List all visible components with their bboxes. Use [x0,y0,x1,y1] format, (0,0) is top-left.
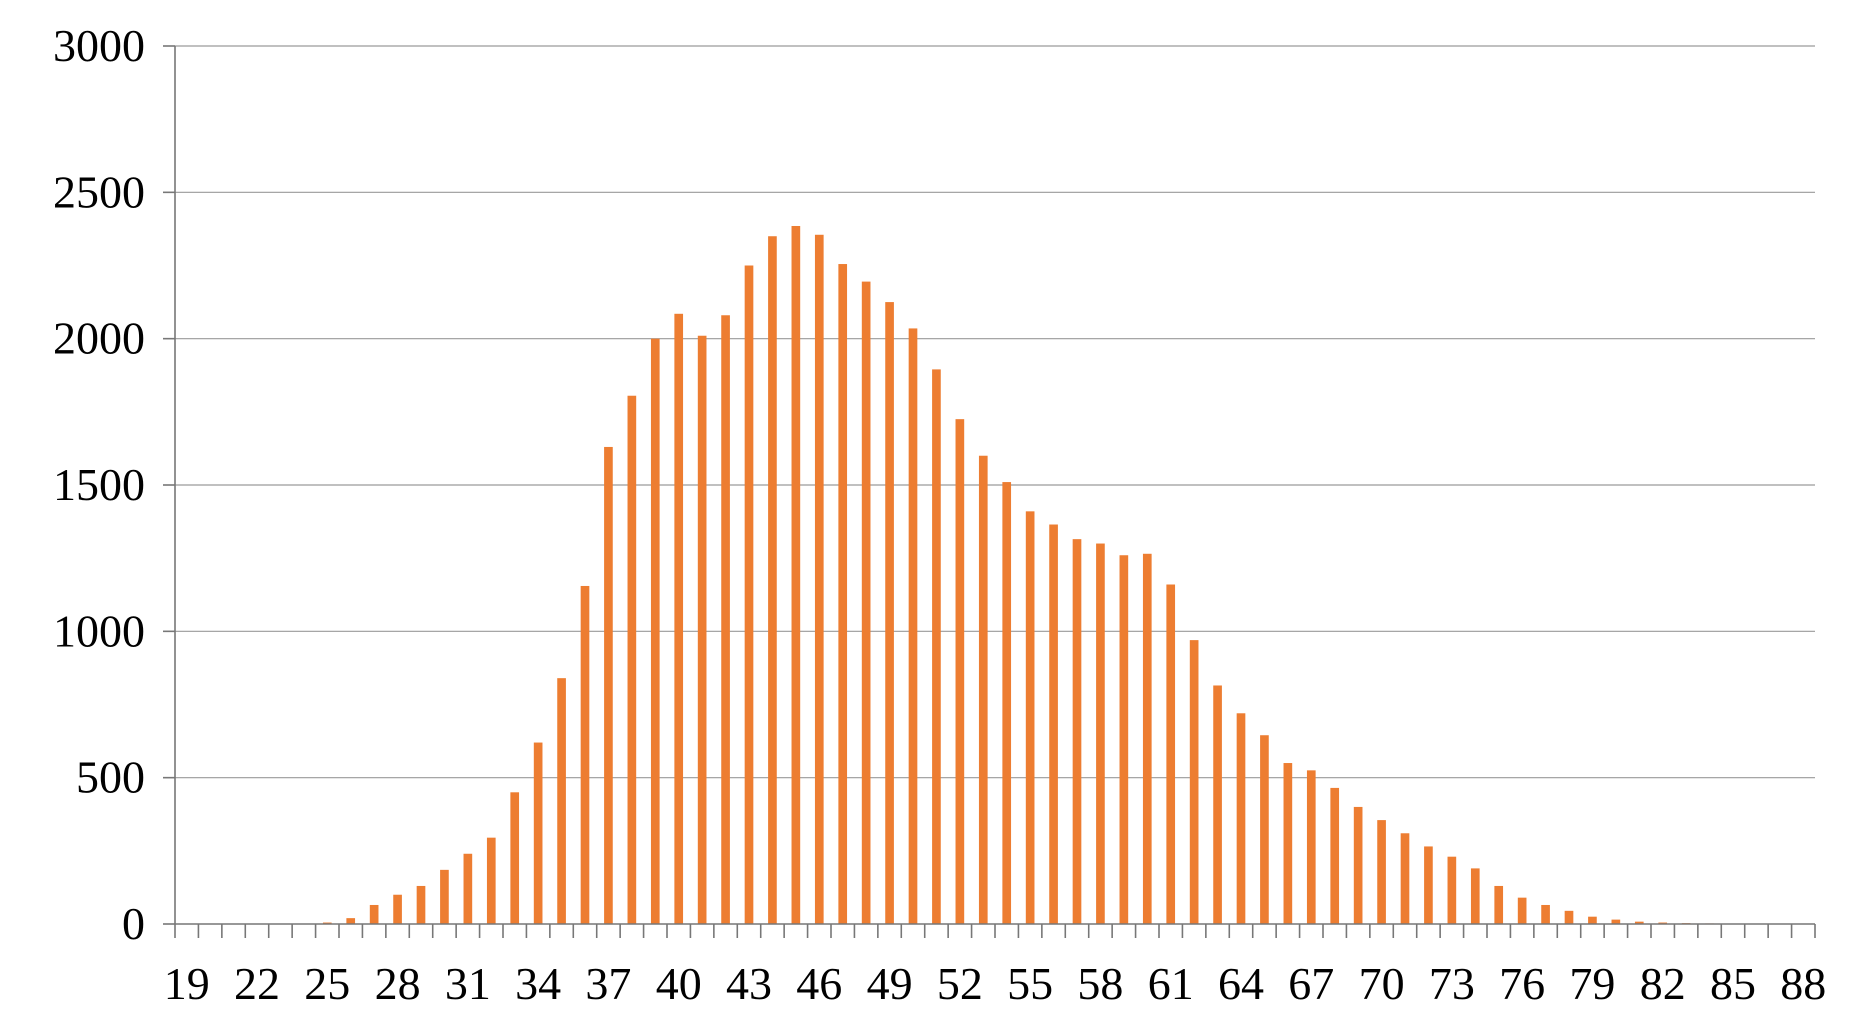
bar [932,369,941,924]
bar [1447,856,1457,924]
x-tick-label: 31 [445,958,491,1009]
bar [1470,868,1480,924]
bar [346,918,356,924]
axes [163,45,1816,938]
bar [721,315,730,925]
x-tick-label: 25 [304,958,350,1009]
bar [510,792,520,924]
x-tick-label: 58 [1077,958,1123,1009]
y-tick-label: 2500 [53,166,145,217]
bar [557,678,566,924]
bar [1166,584,1176,924]
y-tick-labels: 0 500 1000 1500 2000 2500 3000 [53,20,145,949]
bar [440,869,449,924]
bar [1049,524,1058,924]
x-tick-label: 85 [1710,958,1756,1009]
bar [1634,921,1644,924]
bar [463,853,473,924]
bar [1564,910,1574,924]
bar [1400,833,1410,924]
bar [1236,713,1246,924]
x-tick-label: 79 [1569,958,1615,1009]
gridlines [175,45,1815,779]
bar [1494,885,1504,924]
bar [674,313,684,924]
bar [1611,919,1621,924]
x-tick-label: 76 [1499,958,1545,1009]
x-tick-label: 64 [1218,958,1264,1009]
x-tick-labels: 19 22 25 28 31 34 37 40 43 46 49 52 55 58 61 64 67 70 73 76… [164,958,1827,1009]
x-tick-label: 67 [1288,958,1334,1009]
bar [1377,820,1386,924]
bar [627,395,637,924]
bars [322,225,1785,925]
bar [955,419,965,924]
bar [814,234,824,924]
x-tick-label: 46 [796,958,842,1009]
x-tick-label: 37 [585,958,631,1009]
x-tick-label: 43 [726,958,772,1009]
x-tick-label: 70 [1359,958,1405,1009]
bar [1330,787,1340,924]
x-tick-label: 28 [375,958,421,1009]
bar [1588,916,1597,924]
bar [1306,770,1316,924]
bar [1119,555,1129,924]
bar [791,225,801,925]
x-tick-label: 88 [1780,958,1826,1009]
x-tick-label: 73 [1429,958,1475,1009]
bar [1096,543,1105,924]
x-tick-label: 40 [656,958,702,1009]
bar [1260,735,1269,924]
x-tick-label: 19 [164,958,210,1009]
bar [393,894,402,924]
bar [978,455,988,924]
y-tick-label: 1500 [53,459,145,510]
x-tick-label: 49 [867,958,913,1009]
bar [861,281,871,924]
bar [580,585,590,924]
bar [650,338,660,925]
x-tick-label: 34 [515,958,561,1009]
y-tick-label: 1000 [53,605,145,656]
y-tick-label: 2000 [53,313,145,364]
bar [885,302,894,924]
bar [1072,539,1082,924]
x-tick-label: 22 [234,958,280,1009]
y-tick-label: 3000 [53,20,145,71]
bar [416,885,426,924]
bar [1002,482,1012,924]
bar [486,837,496,924]
bar [838,264,848,925]
bar [908,328,918,924]
bar [1189,640,1199,924]
bar [604,446,613,924]
x-tick-label: 52 [937,958,983,1009]
bar [1517,897,1527,924]
bar [1541,904,1550,924]
bar [1213,685,1222,924]
y-tick-label: 500 [76,752,145,803]
bar [1025,511,1035,924]
y-tick-label: 0 [122,898,145,949]
x-tick-label: 55 [1007,958,1053,1009]
x-tick-label: 82 [1640,958,1686,1009]
bar [768,236,777,924]
bar [744,265,754,924]
bar [1424,846,1433,924]
x-tick-label: 61 [1148,958,1194,1009]
bar [1283,763,1293,924]
bar [369,904,379,924]
bar [697,335,707,924]
bar [1353,806,1363,924]
bar [533,742,543,924]
bar [1142,553,1152,924]
